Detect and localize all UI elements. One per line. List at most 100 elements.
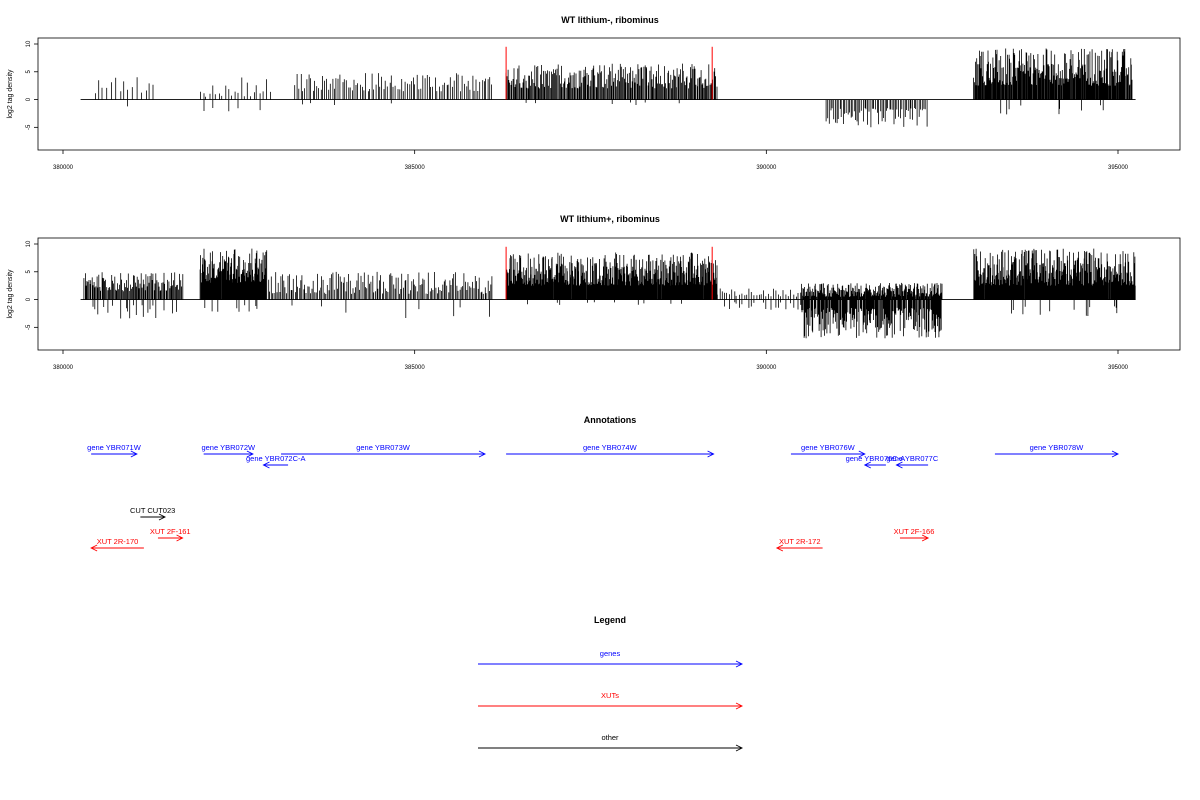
tag-density-bars bbox=[80, 246, 1136, 339]
legend-entry: other bbox=[478, 733, 744, 752]
annotation-items: gene YBR071W gene YBR072W gene YBR072C-A ge… bbox=[87, 443, 1120, 552]
annotation-feature: gene YBR071W bbox=[87, 443, 142, 458]
x-tick-label: 390000 bbox=[756, 165, 777, 171]
annotation-label: gene YBR071W bbox=[87, 443, 142, 452]
legend-items: genes XUTs other bbox=[478, 649, 744, 752]
feature-arrow bbox=[895, 461, 929, 469]
axes: -5 0 5 10 380000 385000 390000 395000 bbox=[26, 40, 1129, 171]
annotation-label: XUT 2R-172 bbox=[779, 537, 821, 546]
annotation-feature: XUT 2R-170 bbox=[90, 537, 144, 552]
feature-arrow bbox=[140, 513, 166, 521]
feature-arrow bbox=[478, 744, 744, 752]
feature-arrow bbox=[478, 660, 744, 668]
annotation-feature: XUT 2F-161 bbox=[150, 527, 191, 542]
x-tick-label: 380000 bbox=[53, 365, 74, 371]
legend-label: other bbox=[601, 733, 619, 742]
x-tick-label: 395000 bbox=[1108, 365, 1129, 371]
y-tick-label: 5 bbox=[26, 269, 32, 273]
annotation-feature: gene YBR077C bbox=[886, 454, 939, 469]
feature-arrow bbox=[203, 450, 254, 458]
plot-frame bbox=[37, 37, 1181, 151]
arrow-head bbox=[246, 450, 254, 458]
x-tick-label: 380000 bbox=[53, 165, 74, 171]
annotation-label: gene YBR074W bbox=[583, 443, 638, 452]
arrow-head bbox=[895, 461, 903, 469]
feature-arrow bbox=[899, 534, 930, 542]
annotation-label: gene YBR077C bbox=[886, 454, 939, 463]
annotation-feature: gene YBR072C-A bbox=[246, 454, 306, 469]
legend-label: XUTs bbox=[601, 691, 619, 700]
arrow-head bbox=[735, 702, 744, 710]
arrow-head bbox=[176, 534, 184, 542]
arrow-head bbox=[775, 544, 784, 552]
arrow-head bbox=[90, 544, 98, 552]
annotation-feature: CUT CUT023 bbox=[130, 506, 175, 521]
feature-arrow bbox=[262, 461, 289, 469]
panel-title: WT lithium-, ribominus bbox=[561, 15, 659, 25]
legend-label: genes bbox=[600, 649, 621, 658]
feature-arrow bbox=[90, 544, 144, 552]
x-tick-label: 395000 bbox=[1108, 165, 1129, 171]
x-tick-label: 390000 bbox=[756, 365, 777, 371]
feature-arrow bbox=[281, 450, 487, 458]
y-axis-label: log2 tag density bbox=[7, 69, 14, 119]
arrow-head bbox=[735, 744, 744, 752]
annotation-feature: gene YBR078W bbox=[994, 443, 1120, 458]
tag-density-bars bbox=[80, 46, 1136, 128]
arrow-head bbox=[707, 450, 715, 458]
arrow-head bbox=[921, 534, 930, 542]
annotation-label: gene YBR076C-A bbox=[846, 454, 905, 463]
y-tick-label: -5 bbox=[26, 324, 32, 330]
y-axis-label: log2 tag density bbox=[7, 269, 14, 319]
annotation-feature: gene YBR076W bbox=[790, 443, 866, 458]
legend-entry: XUTs bbox=[478, 691, 744, 710]
annotation-label: XUT 2R-170 bbox=[97, 537, 139, 546]
annotations-title: Annotations bbox=[584, 415, 637, 425]
panel-title: WT lithium+, ribominus bbox=[560, 214, 660, 224]
annotation-label: gene YBR072C-A bbox=[246, 454, 305, 463]
feature-arrow bbox=[790, 450, 866, 458]
annotation-label: gene YBR072W bbox=[201, 443, 256, 452]
arrow-head bbox=[858, 450, 866, 458]
arrow-head bbox=[735, 660, 744, 668]
arrow-head bbox=[130, 450, 138, 458]
legend-title: Legend bbox=[594, 615, 626, 625]
feature-arrow bbox=[994, 450, 1120, 458]
x-tick-label: 385000 bbox=[405, 165, 426, 171]
feature-arrow bbox=[91, 450, 138, 458]
density-bars-path bbox=[95, 48, 1133, 128]
feature-arrow bbox=[157, 534, 184, 542]
y-tick-label: 5 bbox=[26, 69, 32, 73]
feature-arrow bbox=[478, 702, 744, 710]
annotation-feature: gene YBR076C-A bbox=[846, 454, 905, 469]
y-tick-label: 10 bbox=[26, 40, 32, 47]
annotations-track: Annotations gene YBR071W gene YBR072Wgene… bbox=[87, 415, 1120, 552]
annotation-label: CUT CUT023 bbox=[130, 506, 175, 515]
arrow-head bbox=[478, 450, 487, 458]
y-tick-label: 10 bbox=[26, 240, 32, 247]
annotation-label: gene YBR078W bbox=[1030, 443, 1085, 452]
arrow-head bbox=[863, 461, 872, 469]
annotation-label: XUT 2F-161 bbox=[150, 527, 191, 536]
legend: Legend genes XUTs other bbox=[478, 615, 744, 752]
axes: -5 0 5 10 380000 385000 390000 395000 bbox=[26, 240, 1129, 371]
annotation-feature: XUT 2F-166 bbox=[894, 527, 935, 542]
annotation-feature: gene YBR072W bbox=[201, 443, 256, 458]
feature-arrow bbox=[775, 544, 823, 552]
arrow-head bbox=[158, 513, 166, 521]
panel-lithium-minus: WT lithium-, ribominus log2 tag density … bbox=[7, 15, 1181, 171]
annotation-label: gene YBR076W bbox=[801, 443, 856, 452]
annotation-feature: gene YBR074W bbox=[506, 443, 715, 458]
y-tick-label: 0 bbox=[26, 297, 32, 301]
y-tick-label: 0 bbox=[26, 97, 32, 101]
annotation-label: XUT 2F-166 bbox=[894, 527, 935, 536]
arrow-head bbox=[262, 461, 270, 469]
feature-arrow bbox=[506, 450, 715, 458]
feature-arrow bbox=[863, 461, 886, 469]
annotation-label: gene YBR073W bbox=[356, 443, 411, 452]
annotation-feature: XUT 2R-172 bbox=[775, 537, 823, 552]
legend-entry: genes bbox=[478, 649, 744, 668]
x-tick-label: 385000 bbox=[405, 365, 426, 371]
y-tick-label: -5 bbox=[26, 124, 32, 130]
